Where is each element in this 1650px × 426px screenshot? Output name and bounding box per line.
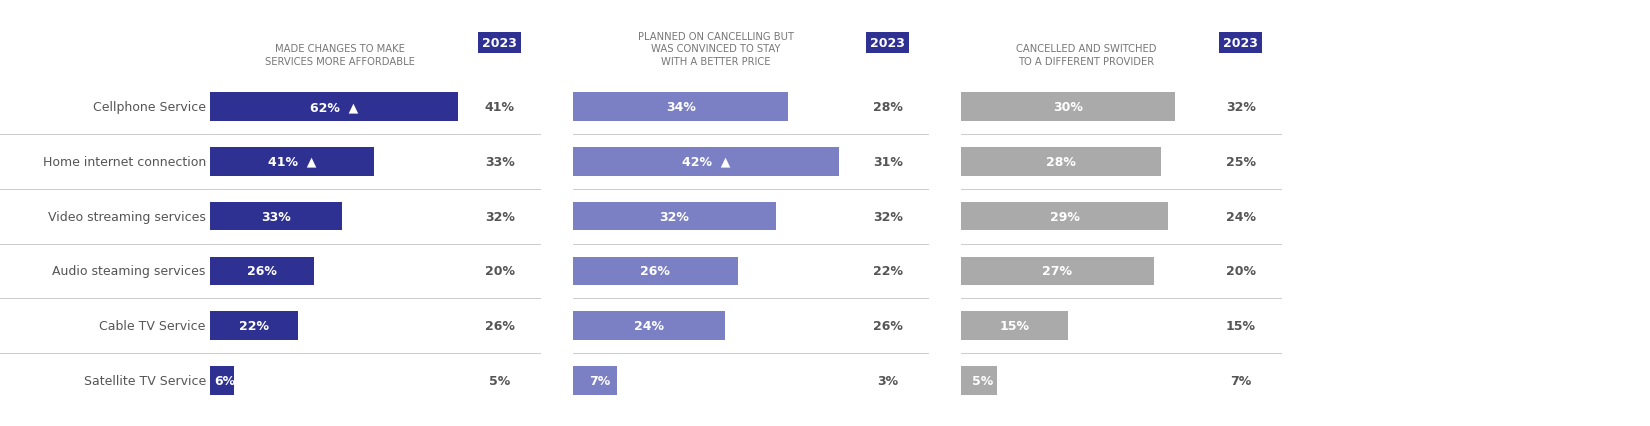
- Text: CANCELLED AND SWITCHED
TO A DIFFERENT PROVIDER: CANCELLED AND SWITCHED TO A DIFFERENT PR…: [1016, 44, 1157, 67]
- Text: 31%: 31%: [873, 155, 903, 168]
- Text: 26%: 26%: [485, 320, 515, 332]
- Text: 32%: 32%: [1226, 101, 1256, 114]
- Text: Audio steaming services: Audio steaming services: [53, 265, 206, 278]
- Bar: [960, 312, 1068, 340]
- Bar: [573, 366, 617, 395]
- Bar: [573, 148, 838, 176]
- Text: 28%: 28%: [873, 101, 903, 114]
- Text: 28%: 28%: [1046, 155, 1076, 168]
- Text: 5%: 5%: [972, 374, 993, 387]
- Text: 41%  ▲: 41% ▲: [267, 155, 317, 168]
- Text: 33%: 33%: [261, 210, 290, 223]
- Text: 26%: 26%: [248, 265, 277, 278]
- Bar: [210, 93, 459, 121]
- Bar: [573, 93, 789, 121]
- Text: 34%: 34%: [665, 101, 696, 114]
- Bar: [573, 257, 738, 285]
- Bar: [960, 257, 1153, 285]
- Text: 25%: 25%: [1226, 155, 1256, 168]
- Bar: [960, 93, 1175, 121]
- Bar: [210, 366, 234, 395]
- Text: 7%: 7%: [1229, 374, 1251, 387]
- Text: 3%: 3%: [878, 374, 898, 387]
- Text: 15%: 15%: [1000, 320, 1030, 332]
- Text: 7%: 7%: [589, 374, 610, 387]
- Text: 20%: 20%: [485, 265, 515, 278]
- Text: 32%: 32%: [485, 210, 515, 223]
- Text: Cellphone Service: Cellphone Service: [92, 101, 206, 114]
- Text: 33%: 33%: [485, 155, 515, 168]
- Text: 41%: 41%: [485, 101, 515, 114]
- Text: 15%: 15%: [1226, 320, 1256, 332]
- Text: Home internet connection: Home internet connection: [43, 155, 206, 168]
- Text: Satellite TV Service: Satellite TV Service: [84, 374, 206, 387]
- Bar: [960, 202, 1168, 231]
- Text: 42%  ▲: 42% ▲: [681, 155, 731, 168]
- Text: 22%: 22%: [873, 265, 903, 278]
- Text: 26%: 26%: [873, 320, 903, 332]
- Text: 5%: 5%: [488, 374, 510, 387]
- Text: 27%: 27%: [1043, 265, 1072, 278]
- Text: Cable TV Service: Cable TV Service: [99, 320, 206, 332]
- Text: 26%: 26%: [640, 265, 670, 278]
- Text: 24%: 24%: [634, 320, 663, 332]
- Bar: [210, 257, 314, 285]
- Text: 29%: 29%: [1049, 210, 1079, 223]
- Bar: [960, 366, 997, 395]
- Bar: [960, 148, 1162, 176]
- Text: Video streaming services: Video streaming services: [48, 210, 206, 223]
- Bar: [210, 312, 299, 340]
- Text: 32%: 32%: [873, 210, 903, 223]
- Text: 20%: 20%: [1226, 265, 1256, 278]
- Text: PLANNED ON CANCELLING BUT
WAS CONVINCED TO STAY
WITH A BETTER PRICE: PLANNED ON CANCELLING BUT WAS CONVINCED …: [637, 32, 794, 67]
- Bar: [573, 312, 724, 340]
- Text: 24%: 24%: [1226, 210, 1256, 223]
- Text: 32%: 32%: [660, 210, 690, 223]
- Text: MADE CHANGES TO MAKE
SERVICES MORE AFFORDABLE: MADE CHANGES TO MAKE SERVICES MORE AFFOR…: [266, 44, 414, 67]
- Bar: [210, 202, 342, 231]
- Text: 30%: 30%: [1053, 101, 1082, 114]
- Text: 6%: 6%: [214, 374, 234, 387]
- Bar: [573, 202, 776, 231]
- Text: 22%: 22%: [239, 320, 269, 332]
- Bar: [210, 148, 375, 176]
- Text: 2023: 2023: [870, 37, 906, 50]
- Text: 2023: 2023: [482, 37, 516, 50]
- Text: 2023: 2023: [1223, 37, 1257, 50]
- Text: 62%  ▲: 62% ▲: [310, 101, 358, 114]
